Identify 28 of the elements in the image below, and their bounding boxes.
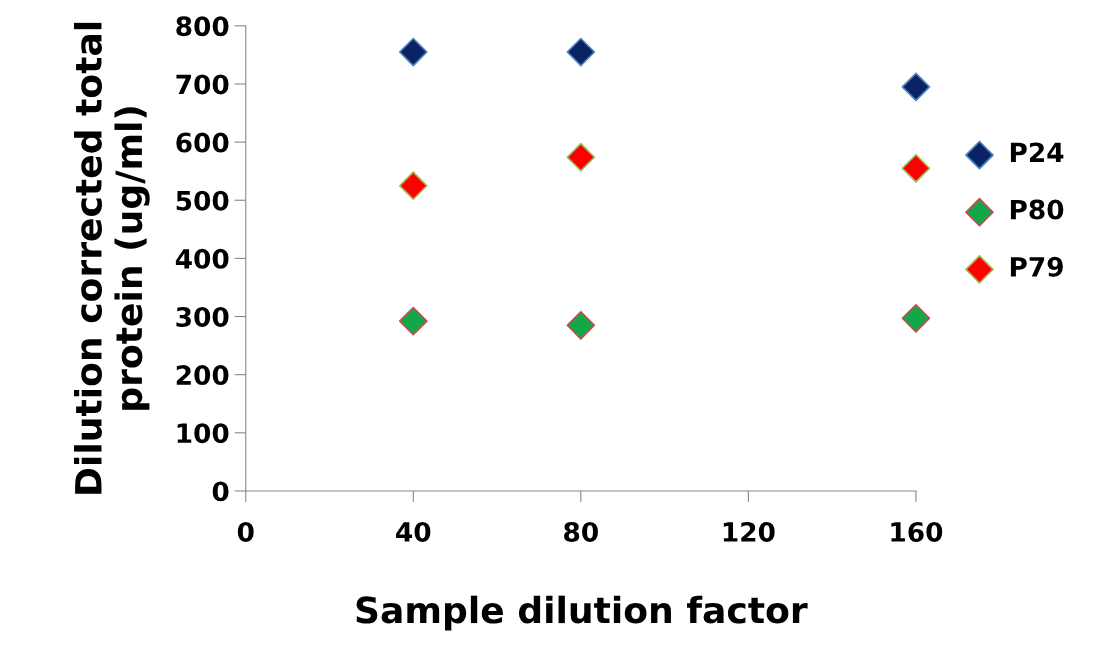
y-axis-title: Dilution corrected total protein (ug/ml) [74, 22, 150, 494]
point [901, 153, 931, 183]
y-tick-label: 100 [177, 423, 229, 444]
y-tick-label: 300 [176, 306, 229, 327]
point [901, 303, 931, 333]
y-tick-label: 0 [212, 481, 229, 502]
x-axis-title: Sample dilution factor [356, 595, 808, 631]
point [901, 72, 931, 102]
x-tick-label: 160 [891, 521, 943, 542]
y-tick-label: 500 [176, 190, 229, 211]
y-tick-label: 400 [175, 248, 229, 269]
legend-label: P80 [1010, 199, 1064, 220]
point [566, 37, 596, 67]
y-tick-label: 600 [176, 132, 229, 153]
y-tick-label: 800 [176, 16, 229, 37]
x-tick-label: 40 [396, 521, 431, 542]
y-tick-label: 200 [176, 365, 229, 386]
point [398, 37, 428, 67]
legend-label: P79 [1010, 256, 1063, 277]
point [566, 142, 596, 172]
y-tick-label: 700 [176, 74, 229, 95]
x-tick-label: 80 [564, 521, 598, 542]
point [398, 171, 428, 201]
point [398, 306, 428, 336]
legend-label: P24 [1010, 142, 1064, 162]
x-tick-label: 0 [237, 521, 254, 542]
x-tick-label: 120 [723, 521, 775, 542]
point [566, 310, 596, 340]
